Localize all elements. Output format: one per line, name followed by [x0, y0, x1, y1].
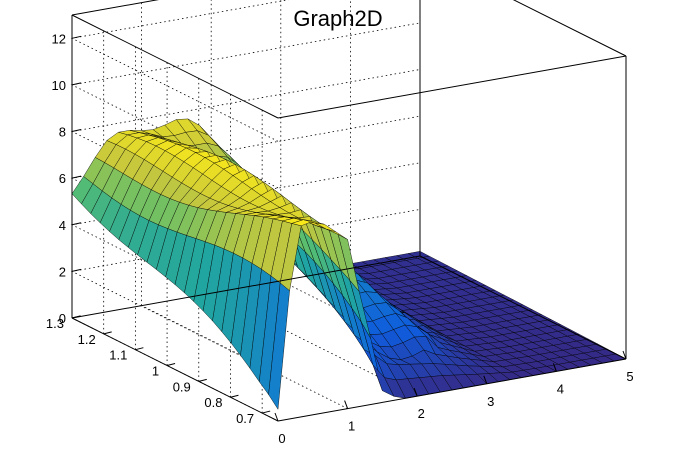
y-tick-label: 1.2	[78, 332, 96, 347]
x-tick-mark	[274, 412, 279, 422]
z-tick-mark	[71, 82, 82, 86]
y-tick-mark	[230, 394, 239, 398]
z-tick-label: 10	[52, 78, 66, 93]
y-axis: 0.7 0.8 0.9 1 1.1 1.2 1.3	[46, 315, 271, 426]
y-tick-label: 1	[152, 364, 159, 379]
y-tick-mark	[103, 331, 112, 335]
y-tick-mark	[166, 363, 176, 367]
z-axis: 0 2 4 6 8 10 12	[52, 31, 82, 326]
frame-edge	[277, 55, 627, 119]
x-tick-label: 0	[278, 431, 285, 446]
x-tick-mark	[344, 400, 349, 409]
y-tick-label: 1.3	[46, 316, 64, 331]
z-tick-label: 8	[59, 125, 66, 140]
z-tick-mark	[71, 315, 82, 319]
y-tick-mark	[262, 410, 271, 414]
y-tick-mark	[135, 347, 144, 351]
x-tick-label: 3	[487, 394, 494, 409]
x-tick-label: 1	[348, 419, 355, 434]
x-tick-mark	[413, 388, 418, 397]
frame-edge	[71, 317, 279, 422]
frame-edge	[277, 358, 627, 422]
z-tick-mark	[71, 268, 82, 272]
y-tick-label: 0.9	[173, 379, 191, 394]
frame-edge	[71, 0, 160, 16]
x-tick-mark	[552, 363, 557, 372]
x-tick-label: 4	[557, 381, 564, 396]
x-tick-mark	[483, 375, 488, 384]
z-tick-label: 2	[59, 264, 66, 279]
z-tick-label: 0	[59, 311, 66, 326]
frame-edge	[419, 255, 627, 360]
z-tick-label: 6	[59, 171, 66, 186]
surface-mesh	[71, 118, 627, 410]
x-tick-label: 2	[418, 406, 425, 421]
frame-edge	[71, 14, 279, 119]
z-tick-label: 4	[59, 218, 66, 233]
z-tick-mark	[71, 35, 82, 39]
y-tick-label: 1.1	[109, 348, 127, 363]
z-tick-mark	[71, 175, 82, 179]
frame-edge	[512, 0, 627, 57]
y-tick-mark	[198, 378, 207, 382]
z-tick-mark	[71, 222, 82, 226]
x-tick-mark	[622, 350, 627, 360]
z-tick-mark	[71, 129, 82, 133]
y-tick-label: 0.7	[236, 411, 254, 426]
chart-frame	[71, 0, 627, 422]
x-axis: 0 1 2 3 4 5	[274, 350, 634, 446]
chart-title: Graph2D	[293, 6, 382, 31]
frame-edge	[71, 255, 421, 319]
z-tick-label: 12	[52, 31, 66, 46]
x-tick-label: 5	[626, 369, 633, 384]
y-tick-label: 0.8	[204, 395, 222, 410]
